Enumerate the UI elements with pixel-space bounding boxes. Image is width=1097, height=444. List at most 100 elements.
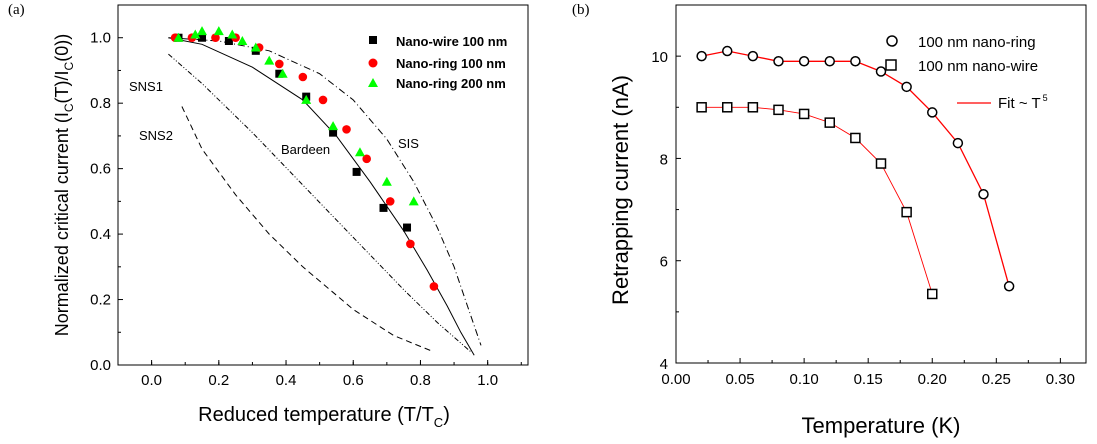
panel-a-points — [170, 26, 439, 291]
data-point-nanoring-200 — [173, 32, 184, 42]
data-point-nanoring-200 — [197, 26, 208, 36]
panel-b-plot-frame — [675, 4, 1087, 364]
data-point-nanoring-100 — [211, 33, 220, 43]
data-point-nanowire — [798, 108, 810, 120]
y-tick-label: 0.6 — [90, 161, 111, 178]
panel-b-x-axis-label: Temperature (K) — [802, 413, 961, 438]
data-point-nanoring-200 — [328, 121, 339, 131]
x-tick-label: 0.00 — [661, 371, 690, 388]
data-point-nanoring — [875, 66, 887, 77]
data-point-nanoring — [773, 56, 784, 67]
data-point-nanowire-100 — [224, 37, 233, 45]
data-point-nanoring-100 — [342, 125, 351, 134]
data-point-nanoring-200 — [354, 147, 365, 157]
data-point-nanoring-200 — [408, 196, 419, 206]
data-point-nanowire — [875, 158, 887, 169]
x-tick-label: 0.10 — [790, 371, 819, 388]
panel-a-plot-frame — [117, 4, 529, 366]
panel-a: (a) 0.0 0.2 0.4 0.6 0.8 1.0 0.0 0.2 0.4 0.6 0.8 1.0… — [8, 2, 529, 430]
panel-a-axes: 0.0 0.2 0.4 0.6 0.8 1.0 0.0 0.2 0.4 0.6 0.8 1.0 — [90, 30, 522, 389]
y-tick-label: 1.0 — [90, 30, 111, 47]
panel-b-y-axis-label: Retrapping current (nA) — [608, 75, 633, 305]
legend-marker-nanoring-200 — [368, 78, 378, 87]
data-point-nanoring-200 — [381, 176, 392, 186]
data-point-nanoring — [1003, 281, 1015, 292]
data-point-nanoring-100 — [385, 197, 395, 206]
panel-b-label: (b) — [572, 2, 590, 18]
data-point-nanoring — [798, 56, 810, 67]
panel-b-axes: 0.00 0.05 0.10 0.15 0.20 0.25 0.30 4 6 8 10 — [651, 4, 1075, 388]
data-point-nanowire — [773, 104, 784, 116]
annotation-sns1: SNS1 — [129, 79, 163, 94]
panel-a-x-axis-label: Reduced temperature (T/TC) — [198, 404, 450, 430]
panel-a-label: (a) — [8, 2, 25, 18]
panel-b: (b) 0.00 0.05 0.10 0.15 0.20 0.25 0.30 4 6 8 10 10… — [572, 2, 1087, 438]
y-tick-label: 10 — [651, 49, 668, 66]
data-point-nanowire-100 — [198, 33, 207, 42]
curve-sns1 — [168, 53, 472, 353]
data-point-nanoring — [927, 107, 938, 118]
x-tick-label: 0.4 — [276, 372, 297, 389]
x-tick-label: 0.2 — [208, 372, 229, 389]
x-tick-label: 0.20 — [918, 371, 947, 388]
y-tick-label: 0.2 — [90, 292, 111, 309]
legend-label-nanoring-100: Nano-ring 100 nm — [396, 56, 506, 71]
data-point-nanoring-100 — [406, 239, 415, 249]
x-tick-label: 0.8 — [410, 372, 431, 389]
data-point-nanoring — [747, 50, 759, 62]
y-tick-label: 6 — [660, 254, 668, 271]
fit-curve-nanowire — [701, 106, 933, 295]
legend-marker-nanowire — [885, 59, 897, 71]
legend-label-nanoring-200: Nano-ring 200 nm — [396, 76, 506, 91]
x-tick-label: 0.05 — [725, 371, 754, 388]
x-tick-label: 0.6 — [343, 372, 364, 389]
x-tick-label: 0.0 — [141, 372, 162, 389]
fit-curve-nanoring — [701, 50, 1010, 287]
data-point-nanowire — [824, 117, 835, 128]
data-point-nanoring-100 — [298, 72, 308, 82]
data-point-nanowire — [927, 288, 938, 300]
data-point-nanowire-100 — [379, 203, 388, 212]
data-point-nanowire-100 — [275, 69, 284, 78]
data-point-nanowire-100 — [352, 167, 361, 176]
y-tick-label: 0.4 — [90, 226, 111, 243]
data-point-nanoring-200 — [301, 94, 312, 104]
legend-marker-nanoring-100 — [368, 58, 378, 68]
x-tick-label: 0.30 — [1046, 371, 1075, 388]
data-point-nanoring-200 — [250, 42, 261, 52]
legend-marker-nanoring — [886, 35, 898, 47]
data-point-nanoring-100 — [318, 95, 328, 105]
x-tick-label: 0.25 — [982, 371, 1011, 388]
x-tick-label: 1.0 — [477, 372, 498, 389]
data-point-nanoring-200 — [213, 26, 224, 36]
panel-b-legend: 100 nm nano-ring 100 nm nano-wire Fit ~ … — [885, 34, 1048, 112]
data-point-nanoring — [696, 50, 707, 62]
legend-label-nanoring: 100 nm nano-ring — [918, 34, 1036, 51]
data-point-nanowire-100 — [403, 223, 412, 232]
data-point-nanoring — [901, 81, 912, 93]
data-point-nanoring-200 — [277, 68, 288, 78]
annotation-sns2: SNS2 — [139, 128, 173, 143]
data-point-nanoring-100 — [429, 282, 439, 291]
panel-b-curves — [701, 50, 1010, 295]
panel-a-y-axis-label: Normalized critical current (IC(T)/IC(0)… — [52, 34, 76, 336]
data-point-nanowire — [696, 102, 707, 113]
annotation-sis: SIS — [398, 136, 419, 151]
y-tick-label: 8 — [660, 151, 668, 168]
data-point-nanoring — [850, 56, 861, 67]
data-point-nanoring-200 — [190, 29, 201, 39]
y-tick-label: 0.8 — [90, 95, 111, 112]
data-point-nanoring — [952, 137, 964, 149]
data-point-nanoring-100 — [362, 154, 371, 164]
data-point-nanoring — [824, 56, 835, 67]
data-point-nanowire — [901, 206, 912, 218]
legend-marker-nanowire-100 — [369, 36, 377, 44]
data-point-nanoring — [722, 45, 733, 57]
panel-b-points — [696, 45, 1015, 300]
curve-bardeen — [168, 37, 475, 356]
y-tick-label: 0.0 — [90, 357, 111, 374]
data-point-nanoring-200 — [237, 36, 248, 45]
data-point-nanowire-100 — [329, 128, 338, 137]
